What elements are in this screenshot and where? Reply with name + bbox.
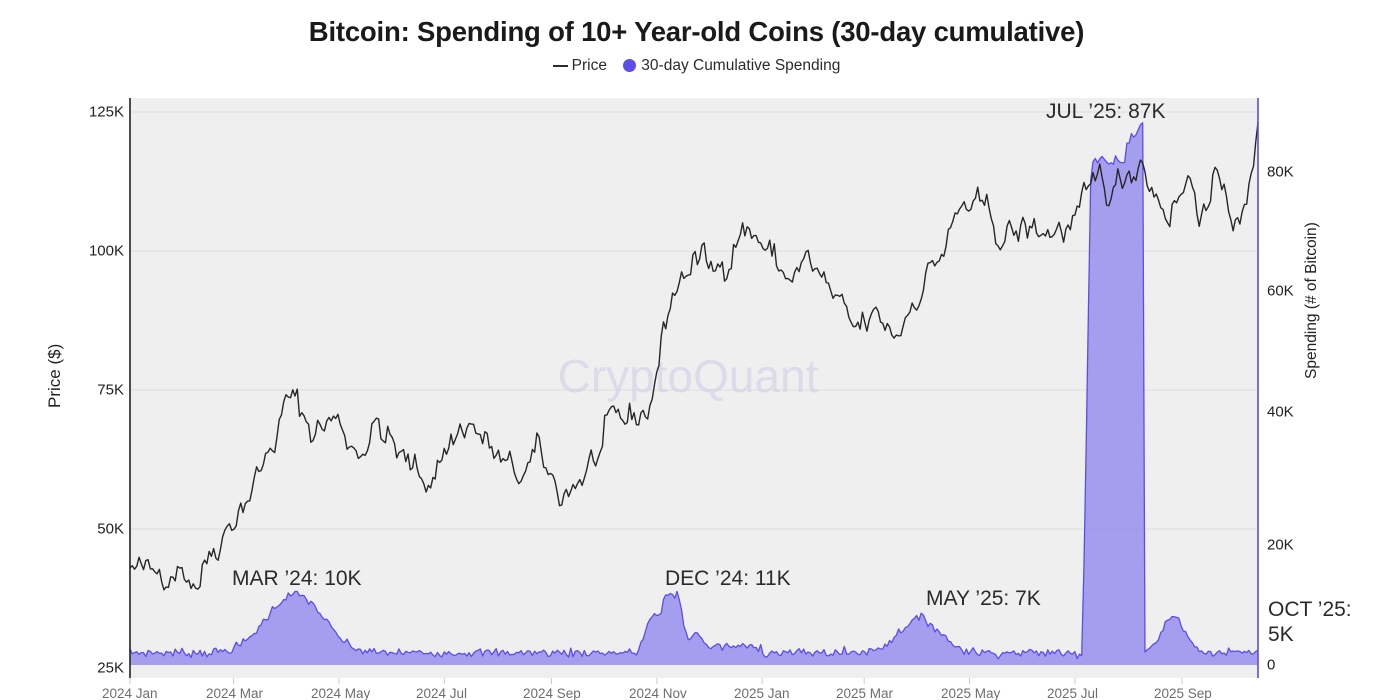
svg-text:CryptoQuant: CryptoQuant xyxy=(558,350,819,402)
